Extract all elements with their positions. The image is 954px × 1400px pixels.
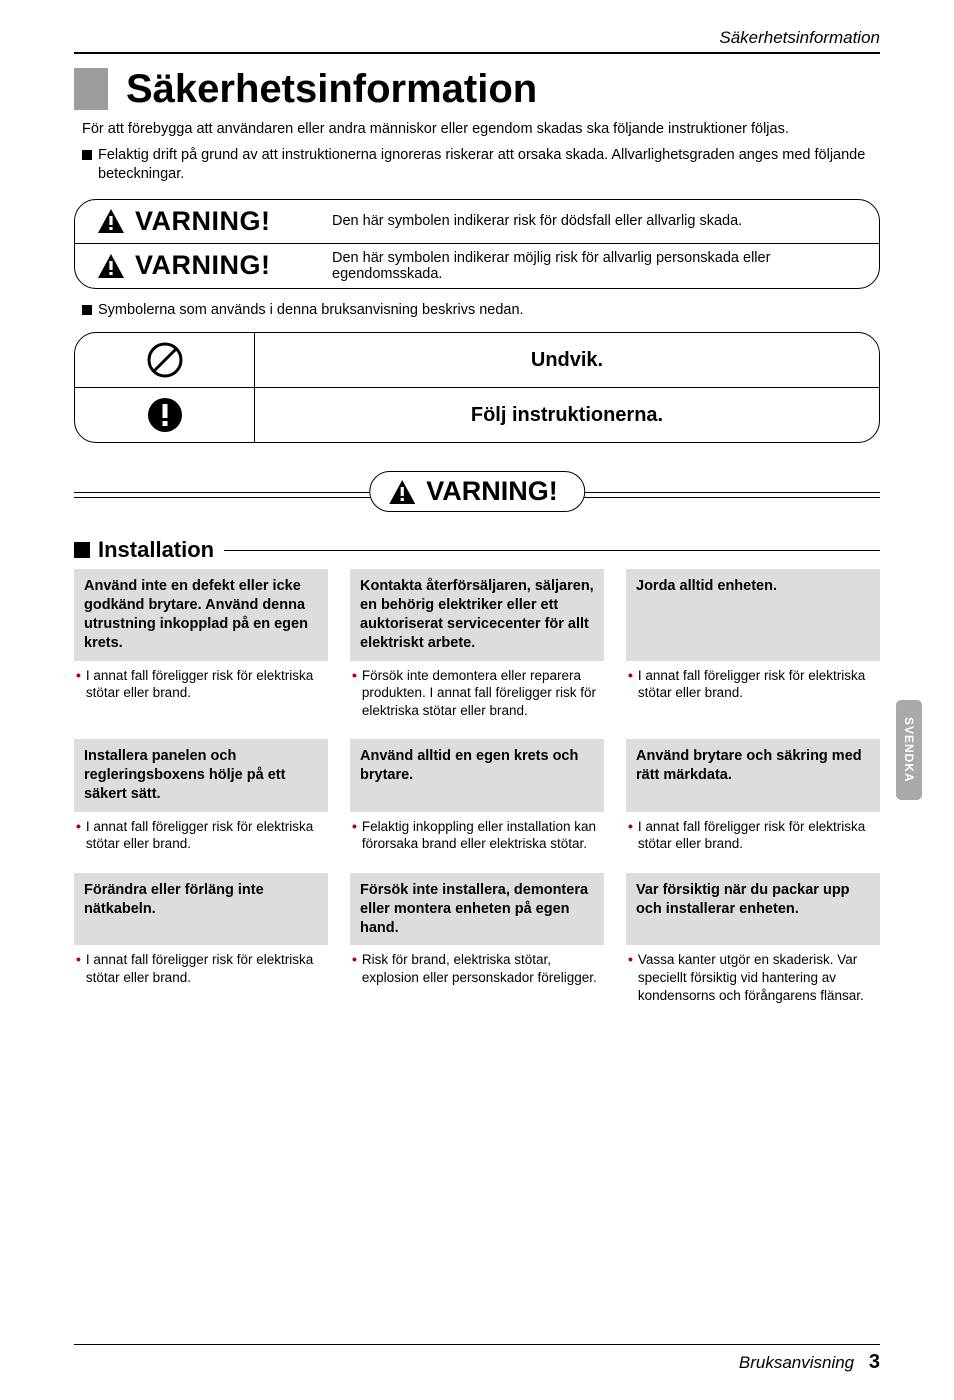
intro-paragraph: För att förebygga att användaren eller a… [82,120,880,140]
warning-triangle-icon [97,208,125,234]
cell-head: Installera panelen och regleringsboxens … [74,739,328,812]
symbols-intro-row: Symbolerna som används i denna bruksanvi… [74,301,880,321]
section-pill: VARNING! [369,471,585,512]
cell-body-text: I annat fall föreligger risk för elektri… [86,951,326,1004]
cell-body: •I annat fall föreligger risk för elektr… [626,661,880,740]
bullet-dot-icon: • [628,951,633,1004]
warning-triangle-icon [388,479,416,505]
cell-body: •I annat fall föreligger risk för elektr… [74,661,328,740]
cell-body: •I annat fall föreligger risk för elektr… [74,812,328,873]
cell-body: •I annat fall föreligger risk för elektr… [626,812,880,873]
warning-desc: Den här symbolen indikerar risk för döds… [332,213,742,229]
footer-text: Bruksanvisning 3 [74,1351,880,1374]
running-head: Säkerhetsinformation [74,28,880,48]
square-bullet-icon [82,150,92,160]
h2-rule [224,550,880,551]
cell-head: Var försiktig när du packar upp och inst… [626,873,880,946]
cell-body-text: I annat fall föreligger risk för elektri… [638,818,878,853]
cell-body: •I annat fall föreligger risk för elektr… [74,945,328,1024]
warning-label-text: VARNING! [135,206,271,237]
warning-label: VARNING! [97,250,332,281]
cell-body-text: Försök inte demontera eller reparera pro… [362,667,602,720]
cell-body-text: I annat fall föreligger risk för elektri… [86,667,326,720]
cell-head: Försök inte installera, demontera eller … [350,873,604,946]
symbols-intro-text: Symbolerna som används i denna bruksanvi… [98,301,524,321]
warning-label: VARNING! [97,206,332,237]
h1-accent-block [74,68,108,110]
footer: Bruksanvisning 3 [74,1344,880,1374]
bullet-dot-icon: • [76,818,81,853]
instruction-grid: Använd inte en defekt eller icke godkänd… [74,569,880,1024]
bullet-dot-icon: • [76,667,81,720]
warning-triangle-icon [97,253,125,279]
cell-head: Använd brytare och säkring med rätt märk… [626,739,880,812]
cell-body-text: Risk för brand, elektriska stötar, explo… [362,951,602,1004]
legend-avoid-text: Undvik. [255,349,879,372]
bullet-dot-icon: • [352,818,357,853]
cell-head: Jorda alltid enheten. [626,569,880,660]
legend-icon-cell [75,388,255,442]
cell-head: Kontakta återförsäljaren, säljaren, en b… [350,569,604,660]
legend-icon-cell [75,333,255,387]
square-bullet-icon [74,542,90,558]
cell-body-text: Vassa kanter utgör en skaderisk. Var spe… [638,951,878,1004]
intro-bullet-text: Felaktig drift på grund av att instrukti… [98,146,880,185]
bullet-dot-icon: • [352,951,357,1004]
cell-body: •Vassa kanter utgör en skaderisk. Var sp… [626,945,880,1024]
cell-body: •Försök inte demontera eller reparera pr… [350,661,604,740]
warning-desc: Den här symbolen indikerar möjlig risk f… [332,250,865,282]
section-pill-text: VARNING! [426,476,558,507]
cell-head: Förändra eller förläng inte nätkabeln. [74,873,328,946]
cell-body: •Felaktig inkoppling eller installation … [350,812,604,873]
legend-row: Undvik. [75,333,879,387]
side-tab-text: SVENDKA [902,717,916,783]
warning-definitions-box: VARNING! Den här symbolen indikerar risk… [74,199,880,289]
warning-row: VARNING! Den här symbolen indikerar risk… [75,200,879,243]
mandatory-icon [146,396,184,434]
cell-body: •Risk för brand, elektriska stötar, expl… [350,945,604,1024]
cell-body-text: Felaktig inkoppling eller installation k… [362,818,602,853]
warning-label-text: VARNING! [135,250,271,281]
footer-rule [74,1344,880,1345]
legend-box: Undvik. Följ instruktionerna. [74,332,880,443]
legend-follow-text: Följ instruktionerna. [255,404,879,427]
header-rule [74,52,880,54]
h2-row: Installation [74,537,880,563]
cell-head: Använd inte en defekt eller icke godkänd… [74,569,328,660]
prohibit-icon [146,341,184,379]
footer-label: Bruksanvisning [739,1353,854,1372]
page-title: Säkerhetsinformation [126,68,537,110]
section-heading: Installation [98,537,214,563]
page: Säkerhetsinformation Säkerhetsinformatio… [0,0,954,1400]
bullet-dot-icon: • [352,667,357,720]
cell-body-text: I annat fall föreligger risk för elektri… [638,667,878,720]
language-side-tab: SVENDKA [896,700,922,800]
page-number: 3 [869,1351,880,1373]
bullet-dot-icon: • [76,951,81,1004]
bullet-dot-icon: • [628,667,633,720]
section-pill-wrap: VARNING! [74,471,880,519]
intro-bullet-row: Felaktig drift på grund av att instrukti… [74,146,880,185]
cell-head: Använd alltid en egen krets och brytare. [350,739,604,812]
cell-body-text: I annat fall föreligger risk för elektri… [86,818,326,853]
warning-row: VARNING! Den här symbolen indikerar möjl… [75,243,879,288]
bullet-dot-icon: • [628,818,633,853]
square-bullet-icon [82,305,92,315]
legend-row: Följ instruktionerna. [75,387,879,442]
h1-row: Säkerhetsinformation [74,68,880,110]
